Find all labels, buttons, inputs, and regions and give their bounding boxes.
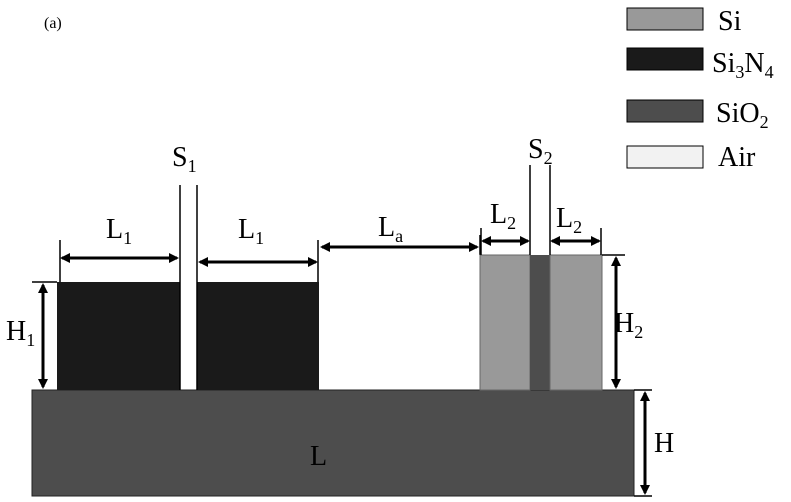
si3n4-block-left — [57, 282, 180, 390]
label-H: H — [654, 428, 674, 459]
sio2-slot — [530, 255, 550, 390]
si-block-left — [479, 254, 531, 391]
label-L1-left: L1 — [106, 214, 132, 248]
label-L1-right: L1 — [238, 214, 264, 248]
legend-swatch-si — [626, 7, 704, 31]
label-S2: S2 — [528, 134, 553, 168]
label-S1: S1 — [172, 142, 197, 176]
legend-swatch-air — [626, 145, 704, 169]
label-L: L — [310, 441, 327, 472]
label-L2-right: L2 — [556, 203, 582, 237]
substrate-block — [31, 389, 635, 497]
label-L2-left: L2 — [490, 199, 516, 233]
legend: Si Si3N4 SiO2 Air — [626, 6, 774, 173]
legend-swatch-sio2 — [626, 99, 704, 123]
legend-label-air: Air — [718, 142, 756, 173]
legend-swatch-si3n4 — [626, 47, 704, 71]
si3n4-block-right — [197, 282, 319, 390]
label-La: La — [378, 212, 403, 246]
legend-label-si: Si — [718, 6, 742, 37]
legend-label-sio2: SiO2 — [716, 98, 769, 132]
panel-label: (a) — [44, 15, 62, 32]
legend-label-si3n4: Si3N4 — [712, 48, 774, 82]
si-block-right — [549, 254, 603, 391]
label-H1: H1 — [6, 316, 35, 350]
label-H2: H2 — [614, 308, 643, 342]
